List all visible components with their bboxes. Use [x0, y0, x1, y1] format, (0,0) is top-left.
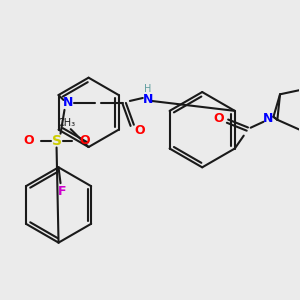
Text: CH₃: CH₃ — [58, 118, 76, 128]
Text: H: H — [144, 84, 152, 94]
Text: O: O — [134, 124, 145, 137]
Text: O: O — [79, 134, 90, 147]
Text: S: S — [52, 134, 61, 148]
Text: N: N — [142, 94, 153, 106]
Text: O: O — [23, 134, 34, 147]
Text: N: N — [63, 96, 74, 110]
Text: F: F — [58, 184, 67, 198]
Text: O: O — [214, 112, 224, 125]
Text: N: N — [263, 112, 274, 125]
